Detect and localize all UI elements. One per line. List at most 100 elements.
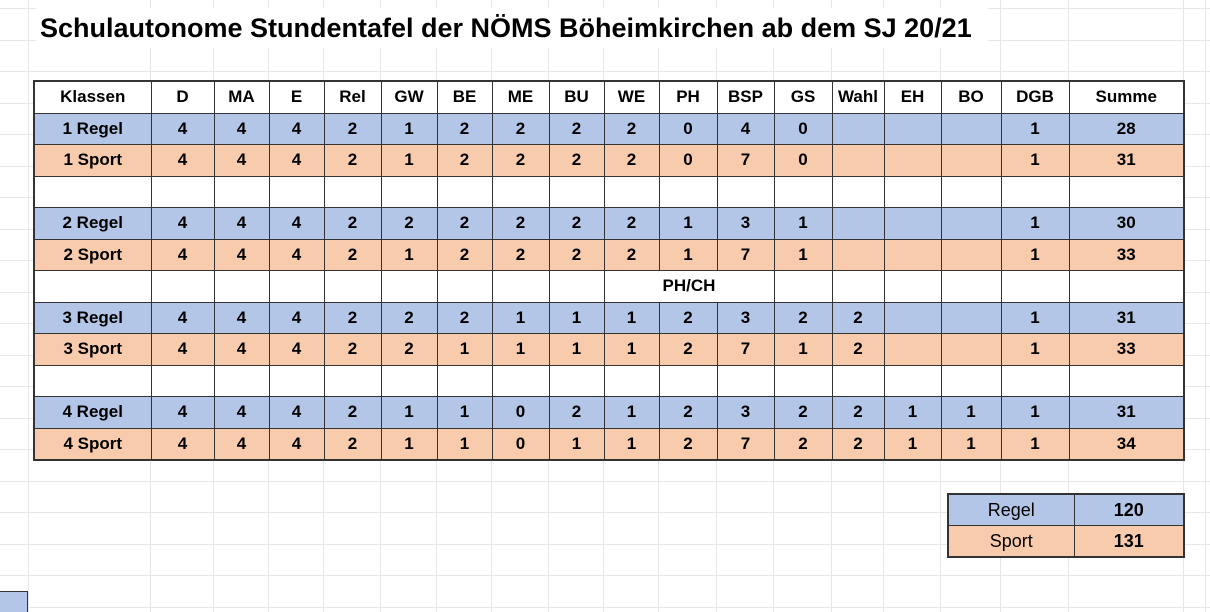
cell[interactable]: 1 <box>1000 144 1070 177</box>
cell[interactable] <box>831 364 885 397</box>
cell[interactable] <box>716 175 775 208</box>
cell[interactable]: 7 <box>716 238 775 271</box>
cell[interactable]: 2 <box>603 207 660 240</box>
cell[interactable] <box>940 112 1002 145</box>
cell[interactable]: 2 <box>323 207 382 240</box>
column-header[interactable]: BU <box>548 80 605 114</box>
cell[interactable]: 4 <box>213 427 270 460</box>
cell[interactable] <box>603 364 660 397</box>
column-header[interactable]: MA <box>213 80 270 114</box>
cell[interactable]: 1 <box>940 427 1002 460</box>
summary-value[interactable]: 131 <box>1073 525 1185 558</box>
column-header[interactable]: PH <box>658 80 718 114</box>
cell[interactable]: 1 <box>380 396 438 429</box>
cell[interactable] <box>213 364 270 397</box>
cell[interactable]: 2 <box>323 144 382 177</box>
cell[interactable]: 2 <box>491 207 550 240</box>
cell[interactable]: 2 <box>773 301 833 334</box>
cell[interactable]: 0 <box>491 427 550 460</box>
column-header[interactable]: Summe <box>1068 80 1185 114</box>
cell[interactable]: 4 <box>213 207 270 240</box>
row-label-cell[interactable]: 2 Regel <box>33 207 152 240</box>
cell[interactable]: 2 <box>658 301 718 334</box>
cell[interactable]: 4 <box>268 144 325 177</box>
cell[interactable] <box>831 270 885 303</box>
cell[interactable]: 1 <box>658 238 718 271</box>
cell[interactable]: 4 <box>150 112 215 145</box>
cell[interactable] <box>658 364 718 397</box>
cell[interactable]: 1 <box>1000 238 1070 271</box>
cell[interactable]: 4 <box>213 112 270 145</box>
cell[interactable] <box>883 207 942 240</box>
cell[interactable]: 7 <box>716 144 775 177</box>
cell[interactable] <box>773 364 833 397</box>
cell[interactable] <box>150 175 215 208</box>
cell[interactable]: 4 <box>213 144 270 177</box>
cell[interactable] <box>213 270 270 303</box>
cell[interactable]: 1 <box>1000 301 1070 334</box>
cell[interactable] <box>831 207 885 240</box>
ph-ch-note-cell[interactable]: PH/CH <box>603 270 775 303</box>
cell[interactable] <box>940 364 1002 397</box>
cell[interactable]: 2 <box>658 396 718 429</box>
cell[interactable] <box>658 175 718 208</box>
column-header[interactable]: GW <box>380 80 438 114</box>
cell[interactable] <box>491 364 550 397</box>
cell[interactable] <box>940 144 1002 177</box>
row-label-cell[interactable]: 4 Regel <box>33 396 152 429</box>
row-label-cell[interactable]: 3 Regel <box>33 301 152 334</box>
cell[interactable] <box>436 175 493 208</box>
row-label-cell[interactable]: 3 Sport <box>33 333 152 366</box>
cell[interactable] <box>1000 175 1070 208</box>
cell[interactable]: 4 <box>150 238 215 271</box>
cell[interactable]: 0 <box>773 144 833 177</box>
cell[interactable]: 2 <box>380 301 438 334</box>
cell[interactable]: 1 <box>548 333 605 366</box>
cell[interactable]: 2 <box>323 396 382 429</box>
cell[interactable] <box>940 175 1002 208</box>
column-header[interactable]: WE <box>603 80 660 114</box>
cell[interactable]: 1 <box>1000 333 1070 366</box>
cell[interactable]: 1 <box>603 396 660 429</box>
cell[interactable]: 2 <box>323 427 382 460</box>
summe-cell[interactable]: 28 <box>1068 112 1185 145</box>
cell[interactable]: 1 <box>603 427 660 460</box>
row-label-cell[interactable]: 1 Regel <box>33 112 152 145</box>
cell[interactable]: 2 <box>831 301 885 334</box>
cell[interactable] <box>491 175 550 208</box>
cell[interactable]: 7 <box>716 333 775 366</box>
cell[interactable] <box>940 301 1002 334</box>
cell[interactable]: 4 <box>268 112 325 145</box>
cell[interactable] <box>323 364 382 397</box>
cell[interactable]: 1 <box>491 301 550 334</box>
partial-cell[interactable] <box>0 591 28 612</box>
cell[interactable]: 0 <box>658 144 718 177</box>
cell[interactable]: 4 <box>268 207 325 240</box>
cell[interactable] <box>380 270 438 303</box>
column-header[interactable]: E <box>268 80 325 114</box>
cell[interactable] <box>268 364 325 397</box>
cell[interactable]: 2 <box>658 427 718 460</box>
cell[interactable]: 2 <box>491 112 550 145</box>
cell[interactable]: 1 <box>1000 396 1070 429</box>
cell[interactable]: 2 <box>831 333 885 366</box>
cell[interactable]: 1 <box>436 396 493 429</box>
cell[interactable]: 4 <box>716 112 775 145</box>
cell[interactable] <box>323 270 382 303</box>
cell[interactable]: 2 <box>323 301 382 334</box>
cell[interactable]: 2 <box>603 238 660 271</box>
cell[interactable]: 4 <box>150 301 215 334</box>
cell[interactable]: 2 <box>548 144 605 177</box>
cell[interactable] <box>268 270 325 303</box>
cell[interactable] <box>773 175 833 208</box>
cell[interactable]: 2 <box>658 333 718 366</box>
cell[interactable] <box>940 207 1002 240</box>
summe-cell[interactable]: 30 <box>1068 207 1185 240</box>
column-header[interactable]: EH <box>883 80 942 114</box>
summe-cell[interactable] <box>1068 364 1185 397</box>
cell[interactable]: 1 <box>940 396 1002 429</box>
cell[interactable] <box>940 270 1002 303</box>
summary-label[interactable]: Sport <box>947 525 1075 558</box>
cell[interactable]: 4 <box>268 333 325 366</box>
row-label-cell[interactable]: 4 Sport <box>33 427 152 460</box>
